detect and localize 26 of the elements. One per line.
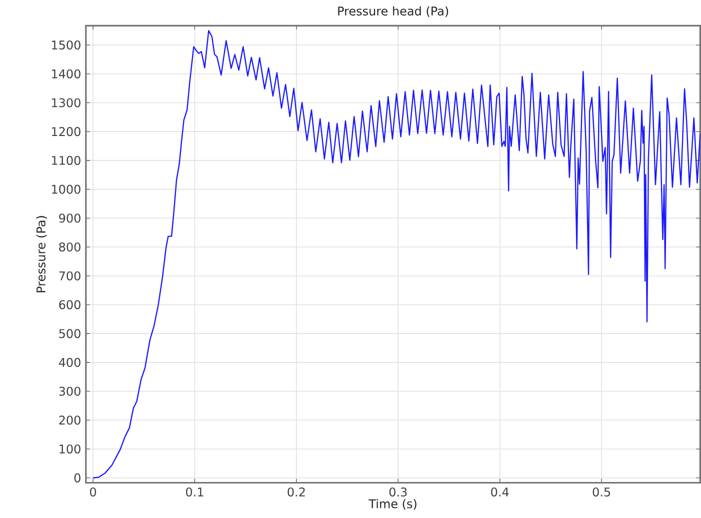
y-tick-label: 1100 [52, 156, 80, 165]
x-tick-label: 0.1 [186, 487, 204, 496]
x-tick-label: 0.3 [389, 487, 407, 496]
chart-title: Pressure head (Pa) [338, 6, 448, 17]
y-tick-label: 800 [59, 242, 80, 252]
y-tick-label: 1000 [52, 184, 80, 194]
y-axis-title: Pressure (Pa) [36, 216, 47, 292]
y-tick-label: 300 [59, 386, 80, 396]
y-tick-label: 0 [74, 473, 80, 482]
y-tick-label: 500 [59, 328, 80, 338]
y-tick-label: 400 [58, 358, 80, 367]
x-tick-label: 0.4 [491, 487, 509, 496]
y-tick-label: 1400 [52, 69, 80, 78]
y-tick-label: 1200 [52, 126, 80, 136]
y-tick-label: 900 [59, 213, 80, 222]
x-tick-label: 0.2 [288, 487, 305, 496]
x-tick-label: 0.5 [592, 487, 610, 496]
y-tick-label: 1500 [52, 40, 80, 50]
x-tick-label: 0 [90, 487, 96, 496]
y-tick-label: 100 [60, 444, 80, 454]
y-tick-label: 200 [59, 415, 80, 424]
y-tick-label: 700 [59, 271, 80, 280]
x-axis-title: Time (s) [368, 498, 416, 510]
y-tick-label: 600 [59, 300, 80, 310]
line-series [92, 30, 700, 478]
y-tick-label: 1300 [52, 98, 80, 108]
